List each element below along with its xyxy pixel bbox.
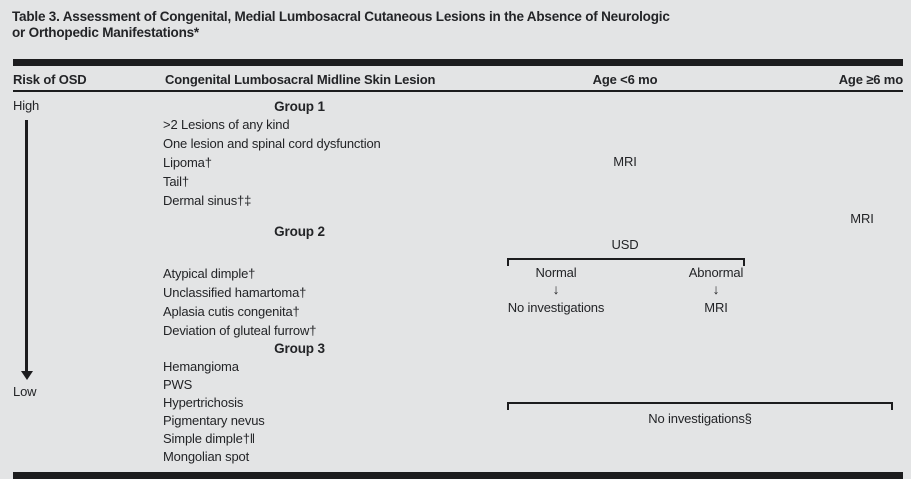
risk-high-label: High xyxy=(13,98,40,113)
group2-item: Unclassified hamartoma† xyxy=(163,285,307,300)
group3-item: Hypertrichosis xyxy=(163,395,244,410)
group1-mri-under-6mo: MRI xyxy=(613,154,637,169)
group3-bracket xyxy=(507,402,893,410)
table-title: Table 3. Assessment of Congenital, Media… xyxy=(12,9,670,41)
group3-item: PWS xyxy=(163,377,193,392)
group1-heading: Group 1 xyxy=(274,99,325,114)
risk-arrow-line xyxy=(25,120,28,371)
group2-item: Aplasia cutis congenita† xyxy=(163,304,300,319)
table-title-line2: or Orthopedic Manifestations* xyxy=(12,25,199,40)
usd-bracket xyxy=(507,258,745,266)
group1-item: Dermal sinus†‡ xyxy=(163,193,252,208)
group2-item: Deviation of gluteal furrow† xyxy=(163,323,317,338)
age-6mo-plus-mri: MRI xyxy=(850,211,874,226)
group3-item: Simple dimple†‖ xyxy=(163,431,255,446)
column-header-lesion: Congenital Lumbosacral Midline Skin Lesi… xyxy=(165,72,436,87)
usd-label: USD xyxy=(611,237,639,252)
group3-heading: Group 3 xyxy=(274,341,325,356)
down-arrow-icon: ↓ xyxy=(712,281,720,297)
column-header-risk: Risk of OSD xyxy=(13,72,87,87)
group1-item: >2 Lesions of any kind xyxy=(163,117,290,132)
group3-result: No investigations§ xyxy=(648,411,752,426)
column-header-age-under-6mo: Age <6 mo xyxy=(592,72,658,87)
bottom-rule xyxy=(13,472,903,479)
down-arrow-icon: ↓ xyxy=(552,281,560,297)
top-rule xyxy=(13,59,903,66)
risk-low-label: Low xyxy=(13,384,37,399)
group1-item: Tail† xyxy=(163,174,189,189)
usd-normal-result: No investigations xyxy=(507,300,605,315)
group2-heading: Group 2 xyxy=(274,224,325,239)
header-rule xyxy=(13,90,903,92)
usd-normal-label: Normal xyxy=(535,265,577,280)
group3-item: Hemangioma xyxy=(163,359,239,374)
group2-item: Atypical dimple† xyxy=(163,266,256,281)
column-header-age-6mo-plus: Age ≥6 mo xyxy=(838,72,903,87)
table-title-line1: Table 3. Assessment of Congenital, Media… xyxy=(12,9,670,24)
usd-abnormal-label: Abnormal xyxy=(688,265,744,280)
usd-abnormal-result: MRI xyxy=(704,300,728,315)
group3-item: Mongolian spot xyxy=(163,449,250,464)
group1-item: One lesion and spinal cord dysfunction xyxy=(163,136,381,151)
group3-item: Pigmentary nevus xyxy=(163,413,265,428)
risk-arrow-head-icon xyxy=(21,371,33,380)
group1-item: Lipoma† xyxy=(163,155,212,170)
